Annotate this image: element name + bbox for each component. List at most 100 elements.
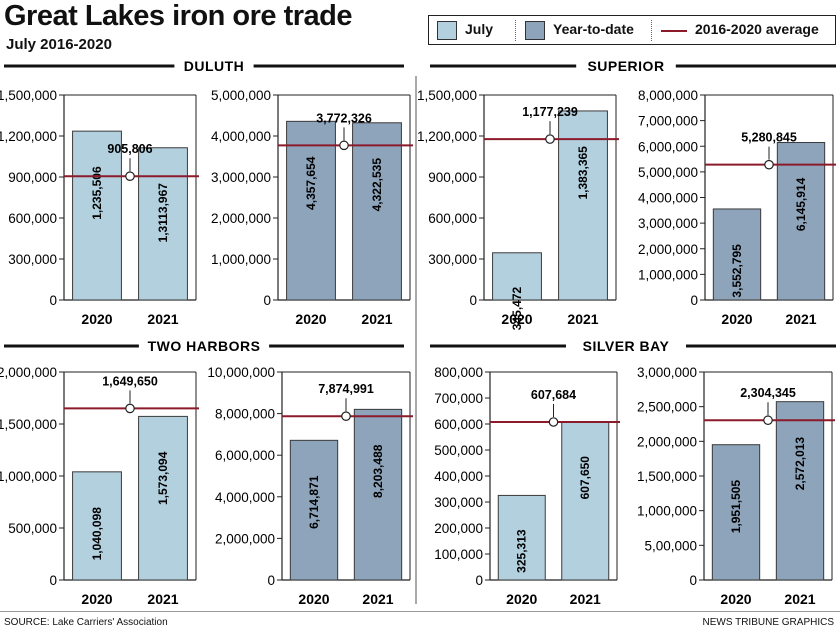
- section-title-two-harbors: TWO HARBORS: [148, 338, 261, 354]
- y-tick-label: 6,000,000: [638, 139, 698, 154]
- bar-2021: [352, 122, 402, 301]
- y-tick-label: 1,200,000: [0, 129, 57, 144]
- y-tick-label: 2,000,000: [637, 434, 697, 449]
- average-marker: [341, 411, 351, 422]
- average-value-label: 5,280,845: [741, 131, 797, 145]
- legend: July Year-to-date 2016-2020 average: [428, 15, 836, 45]
- y-tick-label: 1,000,000: [638, 267, 698, 282]
- y-tick-label: 1,000,000: [211, 252, 271, 267]
- section-title-silver-bay: SILVER BAY: [583, 338, 670, 354]
- y-tick-label: 6,000,000: [215, 448, 275, 463]
- x-tick-label: 2021: [570, 591, 601, 607]
- bar-value-label: 1,951,505: [729, 480, 743, 534]
- x-tick-label: 2021: [147, 311, 178, 327]
- bar-2020: [72, 471, 122, 581]
- legend-label-ytd: Year-to-date: [553, 21, 634, 37]
- y-tick-label: 4,000,000: [211, 129, 271, 144]
- bar-2021: [138, 415, 188, 581]
- y-tick-label: 8,000,000: [215, 407, 275, 422]
- y-tick-label: 0: [49, 573, 57, 588]
- y-tick-label: 5,00,000: [644, 538, 697, 553]
- y-tick-label: 900,000: [428, 170, 477, 185]
- average-marker: [125, 403, 135, 414]
- average-value-label: 7,874,991: [318, 382, 374, 396]
- x-tick-label: 2021: [361, 311, 392, 327]
- y-tick-label: 1,500,000: [637, 469, 697, 484]
- bar-value-label: 1,383,365: [576, 146, 590, 200]
- y-tick-label: 5,000,000: [211, 88, 271, 103]
- legend-divider: [651, 20, 652, 41]
- x-tick-label: 2020: [501, 311, 532, 327]
- y-tick-label: 300,000: [8, 252, 57, 267]
- bar-2021: [138, 147, 188, 301]
- bar-2020: [72, 130, 122, 301]
- x-tick-label: 2020: [721, 311, 752, 327]
- bar-value-label: 6,714,871: [307, 475, 321, 529]
- y-tick-label: 1,000,000: [0, 469, 57, 484]
- y-tick-label: 300,000: [428, 252, 477, 267]
- y-tick-label: 3,000,000: [637, 365, 697, 380]
- bar-2021: [776, 142, 826, 301]
- y-tick-label: 4,000,000: [638, 191, 698, 206]
- legend-label-july: July: [465, 21, 494, 37]
- y-tick-label: 200,000: [434, 521, 483, 536]
- y-tick-label: 0: [469, 293, 477, 308]
- bar-value-label: 607,650: [578, 456, 592, 500]
- bar-value-label: 1,3113,967: [156, 183, 170, 243]
- y-tick-label: 7,000,000: [638, 114, 698, 129]
- average-value-label: 1,177,239: [522, 105, 578, 119]
- y-tick-label: 1,000,000: [637, 504, 697, 519]
- x-tick-label: 2020: [295, 311, 326, 327]
- y-tick-label: 3,000,000: [638, 216, 698, 231]
- bar-2021: [353, 408, 403, 581]
- average-value-label: 905,806: [107, 142, 152, 156]
- y-tick-label: 800,000: [434, 365, 483, 380]
- y-tick-label: 4,000,000: [215, 490, 275, 505]
- bar-value-label: 3,552,795: [730, 244, 744, 298]
- bar-2021: [558, 110, 608, 301]
- y-tick-label: 700,000: [434, 391, 483, 406]
- bar-value-label: 345,472: [510, 286, 524, 330]
- y-tick-label: 600,000: [8, 211, 57, 226]
- y-tick-label: 1,200,000: [417, 129, 477, 144]
- legend-swatch-july: [437, 21, 457, 40]
- y-tick-label: 500,000: [434, 443, 483, 458]
- x-tick-label: 2020: [506, 591, 537, 607]
- average-value-label: 607,684: [531, 388, 576, 402]
- legend-label-average: 2016-2020 average: [695, 21, 819, 37]
- x-tick-label: 2020: [81, 591, 112, 607]
- y-tick-label: 1,500,000: [0, 417, 57, 432]
- bar-2020: [289, 439, 339, 581]
- y-tick-label: 600,000: [434, 417, 483, 432]
- y-tick-label: 1,500,000: [0, 88, 57, 103]
- bar-value-label: 8,203,488: [371, 444, 385, 498]
- average-marker: [763, 415, 773, 426]
- average-value-label: 2,304,345: [740, 386, 796, 400]
- bar-2020: [286, 120, 336, 301]
- bar-2020: [492, 252, 542, 301]
- average-marker: [339, 140, 349, 151]
- y-tick-label: 600,000: [428, 211, 477, 226]
- source-note: SOURCE: Lake Carriers' Association: [4, 617, 168, 628]
- x-tick-label: 2021: [567, 311, 598, 327]
- credit-note: NEWS TRIBUNE GRAPHICS: [702, 617, 835, 628]
- y-tick-label: 400,000: [434, 469, 483, 484]
- average-marker: [548, 417, 559, 427]
- legend-swatch-average: [661, 30, 687, 32]
- legend-divider: [515, 20, 516, 41]
- x-tick-label: 2021: [785, 311, 816, 327]
- y-tick-label: 2,000,000: [638, 242, 698, 257]
- chart-subtitle: July 2016-2020: [6, 36, 112, 53]
- bar-value-label: 2,572,013: [793, 437, 807, 491]
- bar-2020: [497, 494, 546, 581]
- x-tick-label: 2021: [784, 591, 815, 607]
- y-tick-label: 5,000,000: [638, 165, 698, 180]
- y-tick-label: 500,000: [8, 521, 57, 536]
- bar-value-label: 4,357,654: [304, 156, 318, 210]
- footer-divider: [0, 611, 840, 612]
- y-tick-label: 0: [689, 573, 697, 588]
- bar-value-label: 1,040,098: [90, 507, 104, 561]
- average-marker: [545, 134, 555, 144]
- bar-value-label: 6,145,914: [794, 177, 808, 231]
